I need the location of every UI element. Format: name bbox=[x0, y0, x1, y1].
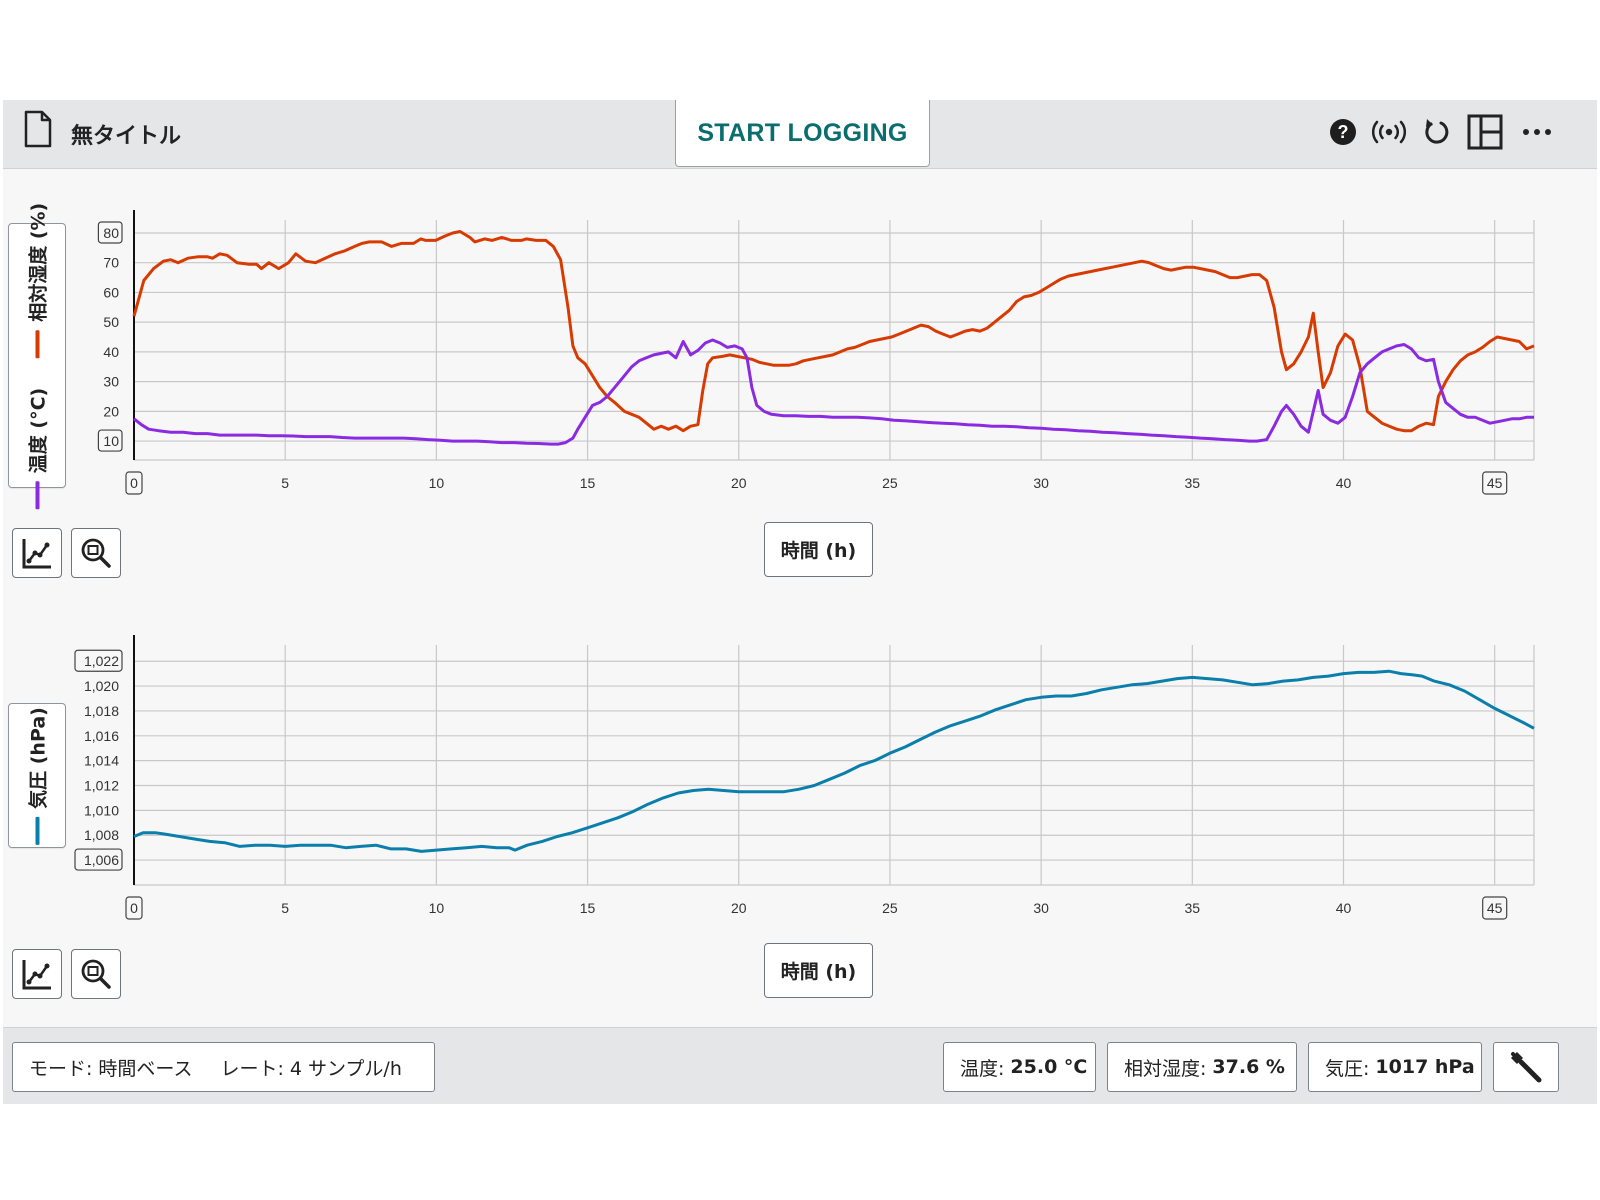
humidity-meter-label: 相対湿度: bbox=[1124, 1057, 1207, 1080]
graph2-zoom-button[interactable] bbox=[71, 949, 121, 999]
document-icon[interactable] bbox=[23, 110, 53, 148]
series-line[interactable] bbox=[133, 669, 1535, 853]
x-tick-label: 10 bbox=[429, 900, 445, 916]
x-range-box[interactable] bbox=[1482, 471, 1508, 495]
x-range-box[interactable] bbox=[1482, 896, 1508, 920]
pressure-meter[interactable]: 気圧: 1017 hPa bbox=[1308, 1042, 1482, 1092]
svg-text:?: ? bbox=[1338, 122, 1349, 142]
x-tick-label: 35 bbox=[1185, 475, 1201, 491]
wrench-icon bbox=[1511, 1052, 1542, 1083]
zoom-icon bbox=[81, 538, 111, 568]
y-tick-label: 30 bbox=[103, 374, 119, 390]
y-tick-label: 1,014 bbox=[84, 753, 119, 769]
pressure-meter-value: 1017 hPa bbox=[1375, 1056, 1475, 1078]
x-tick-label[interactable]: 45 bbox=[1487, 475, 1503, 491]
y-range-box[interactable] bbox=[74, 848, 123, 871]
x-tick-label: 15 bbox=[580, 475, 596, 491]
y-tick-label[interactable]: 80 bbox=[103, 225, 119, 241]
sensor-tools-button[interactable] bbox=[1493, 1042, 1559, 1092]
y-range-box[interactable] bbox=[74, 649, 123, 672]
x-tick-label: 10 bbox=[429, 475, 445, 491]
temperature-meter[interactable]: 温度: 25.0 °C bbox=[943, 1042, 1096, 1092]
app-window: 無タイトル START LOGGING ? bbox=[3, 100, 1597, 1104]
layout-icon[interactable] bbox=[1465, 114, 1505, 150]
x-tick-label: 5 bbox=[281, 900, 289, 916]
rate-value: 4 サンプル/h bbox=[289, 1057, 402, 1080]
temperature-meter-label: 温度: bbox=[960, 1057, 1005, 1080]
x-tick-label[interactable]: 0 bbox=[130, 900, 138, 916]
restore-icon[interactable] bbox=[1419, 115, 1453, 149]
mode-rate-button[interactable]: モード: 時間ベース レート: 4 サンプル/h bbox=[12, 1042, 435, 1092]
header-bar: 無タイトル START LOGGING ? bbox=[3, 100, 1597, 169]
graph2-x-axis-label-button[interactable]: 時間 (h) bbox=[764, 943, 873, 998]
humidity-meter-value: 37.6 % bbox=[1212, 1056, 1285, 1078]
x-tick-label: 20 bbox=[731, 900, 747, 916]
graph-tools-icon bbox=[22, 539, 51, 569]
x-tick-label[interactable]: 0 bbox=[130, 475, 138, 491]
x-tick-label: 20 bbox=[731, 475, 747, 491]
y-tick-label: 70 bbox=[103, 255, 119, 271]
rate-label: レート: bbox=[220, 1057, 284, 1080]
graph1-graph-tools-button[interactable] bbox=[12, 528, 62, 578]
y-tick-label: 1,008 bbox=[84, 827, 119, 843]
grid-lines bbox=[134, 645, 1535, 886]
temperature-meter-value: 25.0 °C bbox=[1010, 1056, 1088, 1078]
zoom-icon bbox=[81, 959, 111, 989]
x-tick-label: 40 bbox=[1336, 475, 1352, 491]
x-tick-label: 25 bbox=[882, 475, 898, 491]
y-range-box[interactable] bbox=[97, 429, 123, 452]
document-title[interactable]: 無タイトル bbox=[71, 124, 182, 149]
x-tick-label: 30 bbox=[1033, 900, 1049, 916]
y-tick-label: 1,018 bbox=[84, 703, 119, 719]
y-tick-label[interactable]: 10 bbox=[103, 433, 119, 449]
y-tick-label: 40 bbox=[103, 344, 119, 360]
start-logging-button[interactable]: START LOGGING bbox=[675, 100, 930, 167]
more-icon[interactable] bbox=[1519, 115, 1555, 149]
graph-tools-icon bbox=[22, 960, 51, 990]
y-range-box[interactable] bbox=[97, 221, 123, 244]
x-tick-label: 30 bbox=[1033, 475, 1049, 491]
graph1-y-axis-label-button[interactable]: 温度 (°C) 相対湿度 (%) bbox=[8, 202, 66, 509]
graph1-zoom-button[interactable] bbox=[71, 528, 121, 578]
x-range-box[interactable] bbox=[125, 896, 143, 920]
x-tick-label: 35 bbox=[1185, 900, 1201, 916]
x-range-box[interactable] bbox=[125, 471, 143, 495]
humidity-meter[interactable]: 相対湿度: 37.6 % bbox=[1107, 1042, 1297, 1092]
graph1-chart[interactable]: 10 20 30 40 50 60 70 80 0 5 10 15 20 25 30 35 40 45 bbox=[3, 200, 1597, 530]
status-footer: モード: 時間ベース レート: 4 サンプル/h 温度: 25.0 °C 相対湿… bbox=[3, 1027, 1597, 1104]
graph2-chart[interactable]: 1,006 1,008 1,010 1,012 1,014 1,016 1,018 1,020… bbox=[3, 625, 1597, 955]
x-tick-label: 25 bbox=[882, 900, 898, 916]
grid-lines bbox=[134, 220, 1535, 461]
y-tick-label: 1,016 bbox=[84, 728, 119, 744]
x-tick-label[interactable]: 45 bbox=[1487, 900, 1503, 916]
y-tick-label: 1,010 bbox=[84, 802, 119, 818]
graph2-graph-tools-button[interactable] bbox=[12, 949, 62, 999]
y-tick-label: 20 bbox=[103, 403, 119, 419]
series-line[interactable] bbox=[132, 230, 1535, 433]
mode-label: モード: bbox=[29, 1057, 93, 1080]
y-tick-label[interactable]: 1,006 bbox=[84, 852, 119, 868]
y-tick-label: 50 bbox=[103, 314, 119, 330]
mode-value: 時間ベース bbox=[98, 1057, 193, 1080]
x-tick-label: 5 bbox=[281, 475, 289, 491]
y-tick-label[interactable]: 1,022 bbox=[84, 653, 119, 669]
y-tick-label: 1,020 bbox=[84, 678, 119, 694]
pressure-meter-label: 気圧: bbox=[1325, 1057, 1370, 1080]
x-tick-label: 15 bbox=[580, 900, 596, 916]
help-icon[interactable]: ? bbox=[1326, 115, 1360, 149]
graph1-x-axis-label-button[interactable]: 時間 (h) bbox=[764, 522, 873, 577]
y-tick-label: 60 bbox=[103, 284, 119, 300]
graph2-y-axis-label-button[interactable]: 気圧 (hPa) bbox=[8, 703, 66, 848]
y-tick-label: 1,012 bbox=[84, 778, 119, 794]
wireless-sensor-icon[interactable] bbox=[1367, 115, 1411, 149]
x-tick-label: 40 bbox=[1336, 900, 1352, 916]
series-line[interactable] bbox=[133, 338, 1534, 446]
